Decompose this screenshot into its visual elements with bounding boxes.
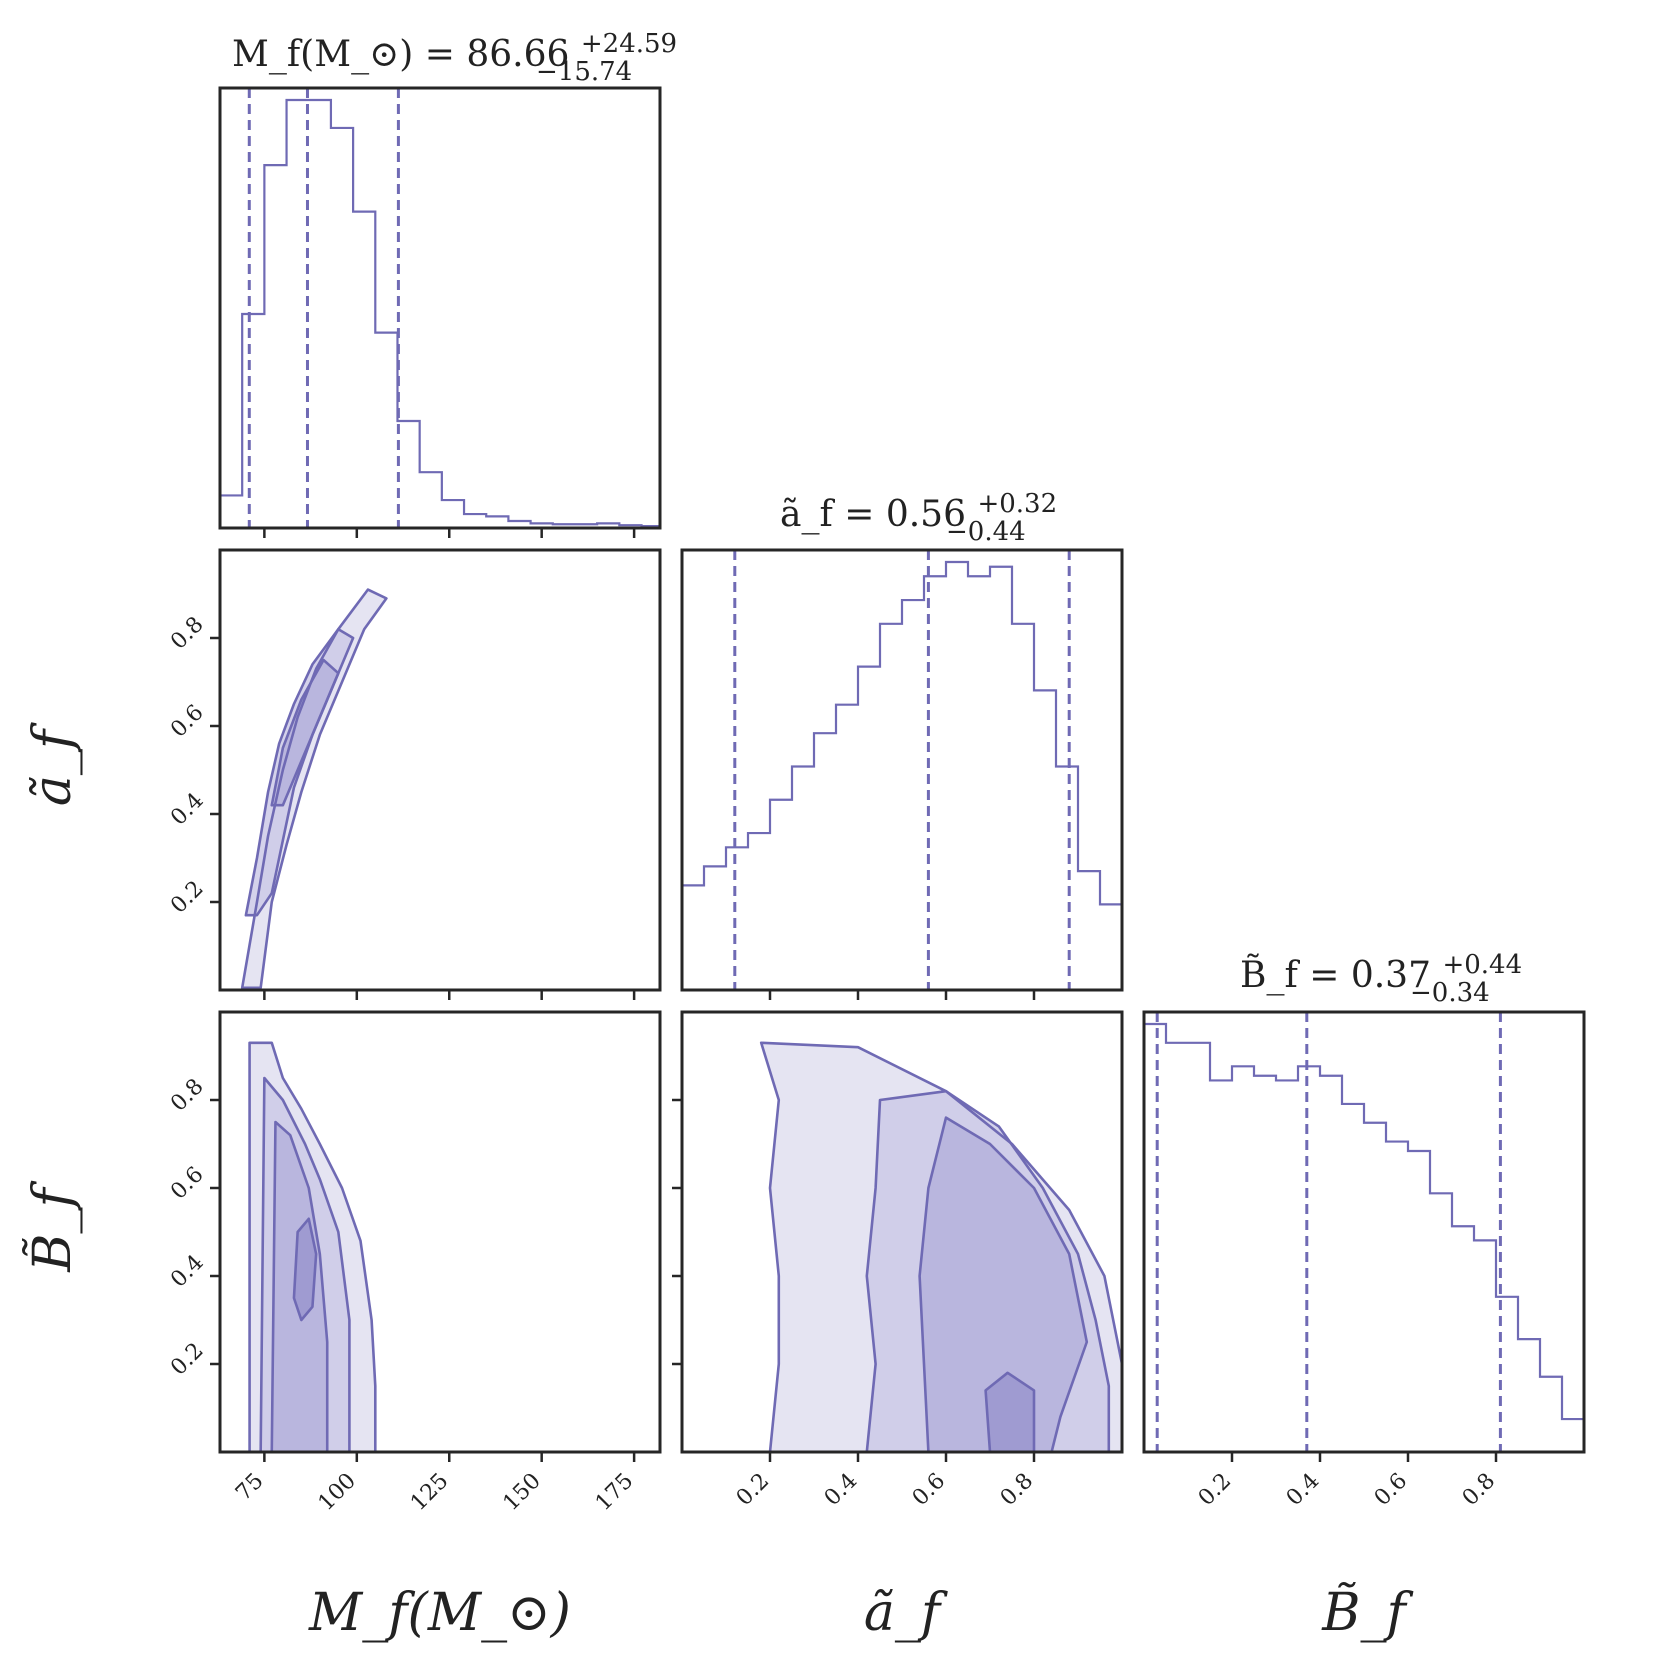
title-mf-main: M_f(M_⊙) = 86.66 xyxy=(232,34,569,75)
title-bf-plus: +0.44 xyxy=(1442,950,1522,980)
xtick-label-Bf-3: 0.8 xyxy=(1458,1469,1500,1511)
panel-frame-2-2 xyxy=(1142,1010,1586,1454)
xlabel-bf: B̃_f xyxy=(1321,1582,1413,1643)
histogram-Bf xyxy=(1144,1022,1584,1452)
ytick-label-af-2: 0.6 xyxy=(166,700,208,742)
xtick-label-af-2: 0.6 xyxy=(908,1469,950,1511)
contour-af_Bf-0 xyxy=(759,1041,1122,1452)
xtick-label-af-1: 0.4 xyxy=(820,1469,862,1511)
ylabel-af: ã_f xyxy=(23,722,83,806)
histogram-layer xyxy=(220,98,1584,1452)
contour-Mf_af-2 xyxy=(270,658,340,807)
title-mf: M_f(M_⊙) = 86.66 +24.59 xyxy=(232,29,677,75)
xlabel-mf: M_f(M_⊙) xyxy=(308,1583,571,1643)
panel-frame-1-2 xyxy=(680,1010,1124,1454)
xtick-label-Mf-1: 100 xyxy=(314,1469,361,1516)
ytick-label-Bf-1: 0.4 xyxy=(166,1250,208,1292)
ytick-label-af-1: 0.4 xyxy=(166,788,208,830)
panel-frame-0-0 xyxy=(218,86,662,530)
title-af-main: ã_f = 0.56 xyxy=(780,494,966,535)
axes-frames xyxy=(218,86,1586,1454)
panel-frame-0-1 xyxy=(218,548,662,992)
contour-Mf_Bf-3 xyxy=(292,1217,318,1322)
xtick-label-Mf-2: 125 xyxy=(406,1469,453,1516)
xlabel-af: ã_f xyxy=(864,1583,948,1643)
density-fill-Mf_Bf-3 xyxy=(293,1218,317,1320)
contour-af_Bf-2 xyxy=(918,1116,1089,1452)
title-af-plus: +0.32 xyxy=(977,489,1057,519)
panel-frame-1-1 xyxy=(680,548,1124,992)
xtick-label-Mf-4: 175 xyxy=(591,1469,638,1516)
title-mf-plus: +24.59 xyxy=(581,29,677,59)
contour-Mf_Bf-2 xyxy=(270,1120,329,1452)
ytick-label-Bf-3: 0.8 xyxy=(166,1074,208,1116)
histogram-af xyxy=(682,560,1122,990)
ytick-label-Bf-0: 0.2 xyxy=(166,1338,208,1380)
contour-Mf_Bf-0 xyxy=(248,1041,377,1452)
title-bf-minus: −0.34 xyxy=(1410,978,1490,1008)
ylabel-bf: B̃_f xyxy=(22,1181,83,1273)
contour-af_Bf-1 xyxy=(865,1089,1111,1452)
title-bf: B̃_f = 0.37 +0.44 xyxy=(1240,950,1522,996)
contour-layer xyxy=(240,588,1122,1452)
xtick-label-Bf-2: 0.6 xyxy=(1370,1469,1412,1511)
xtick-label-Mf-0: 75 xyxy=(231,1469,268,1506)
xtick-label-af-3: 0.8 xyxy=(996,1469,1038,1511)
contour-Mf_af-0 xyxy=(240,588,388,990)
density-fill-af_Bf-2 xyxy=(919,1117,1087,1452)
ytick-label-af-3: 0.8 xyxy=(166,612,208,654)
xtick-label-Bf-0: 0.2 xyxy=(1194,1469,1236,1511)
xtick-label-af-0: 0.2 xyxy=(732,1469,774,1511)
title-af: ã_f = 0.56 +0.32 xyxy=(780,489,1057,535)
density-fill-af_Bf-3 xyxy=(985,1372,1034,1452)
xtick-label-Bf-1: 0.4 xyxy=(1282,1469,1324,1511)
panel-frame-0-2 xyxy=(218,1010,662,1454)
quantile-layer xyxy=(247,88,1502,1452)
title-mf-minus: −15.74 xyxy=(536,57,632,87)
density-fill-Mf_af-2 xyxy=(271,660,339,806)
title-bf-main: B̃_f = 0.37 xyxy=(1240,954,1431,996)
ytick-label-Bf-2: 0.6 xyxy=(166,1162,208,1204)
contour-Mf_af-1 xyxy=(244,627,355,917)
xtick-label-Mf-3: 150 xyxy=(499,1469,546,1516)
density-fill-Mf_af-0 xyxy=(242,589,387,988)
title-af-minus: −0.44 xyxy=(946,517,1026,547)
contour-af_Bf-3 xyxy=(984,1371,1036,1452)
histogram-Mf xyxy=(220,98,660,528)
contour-Mf_Bf-1 xyxy=(259,1076,351,1452)
ytick-label-af-0: 0.2 xyxy=(166,876,208,918)
